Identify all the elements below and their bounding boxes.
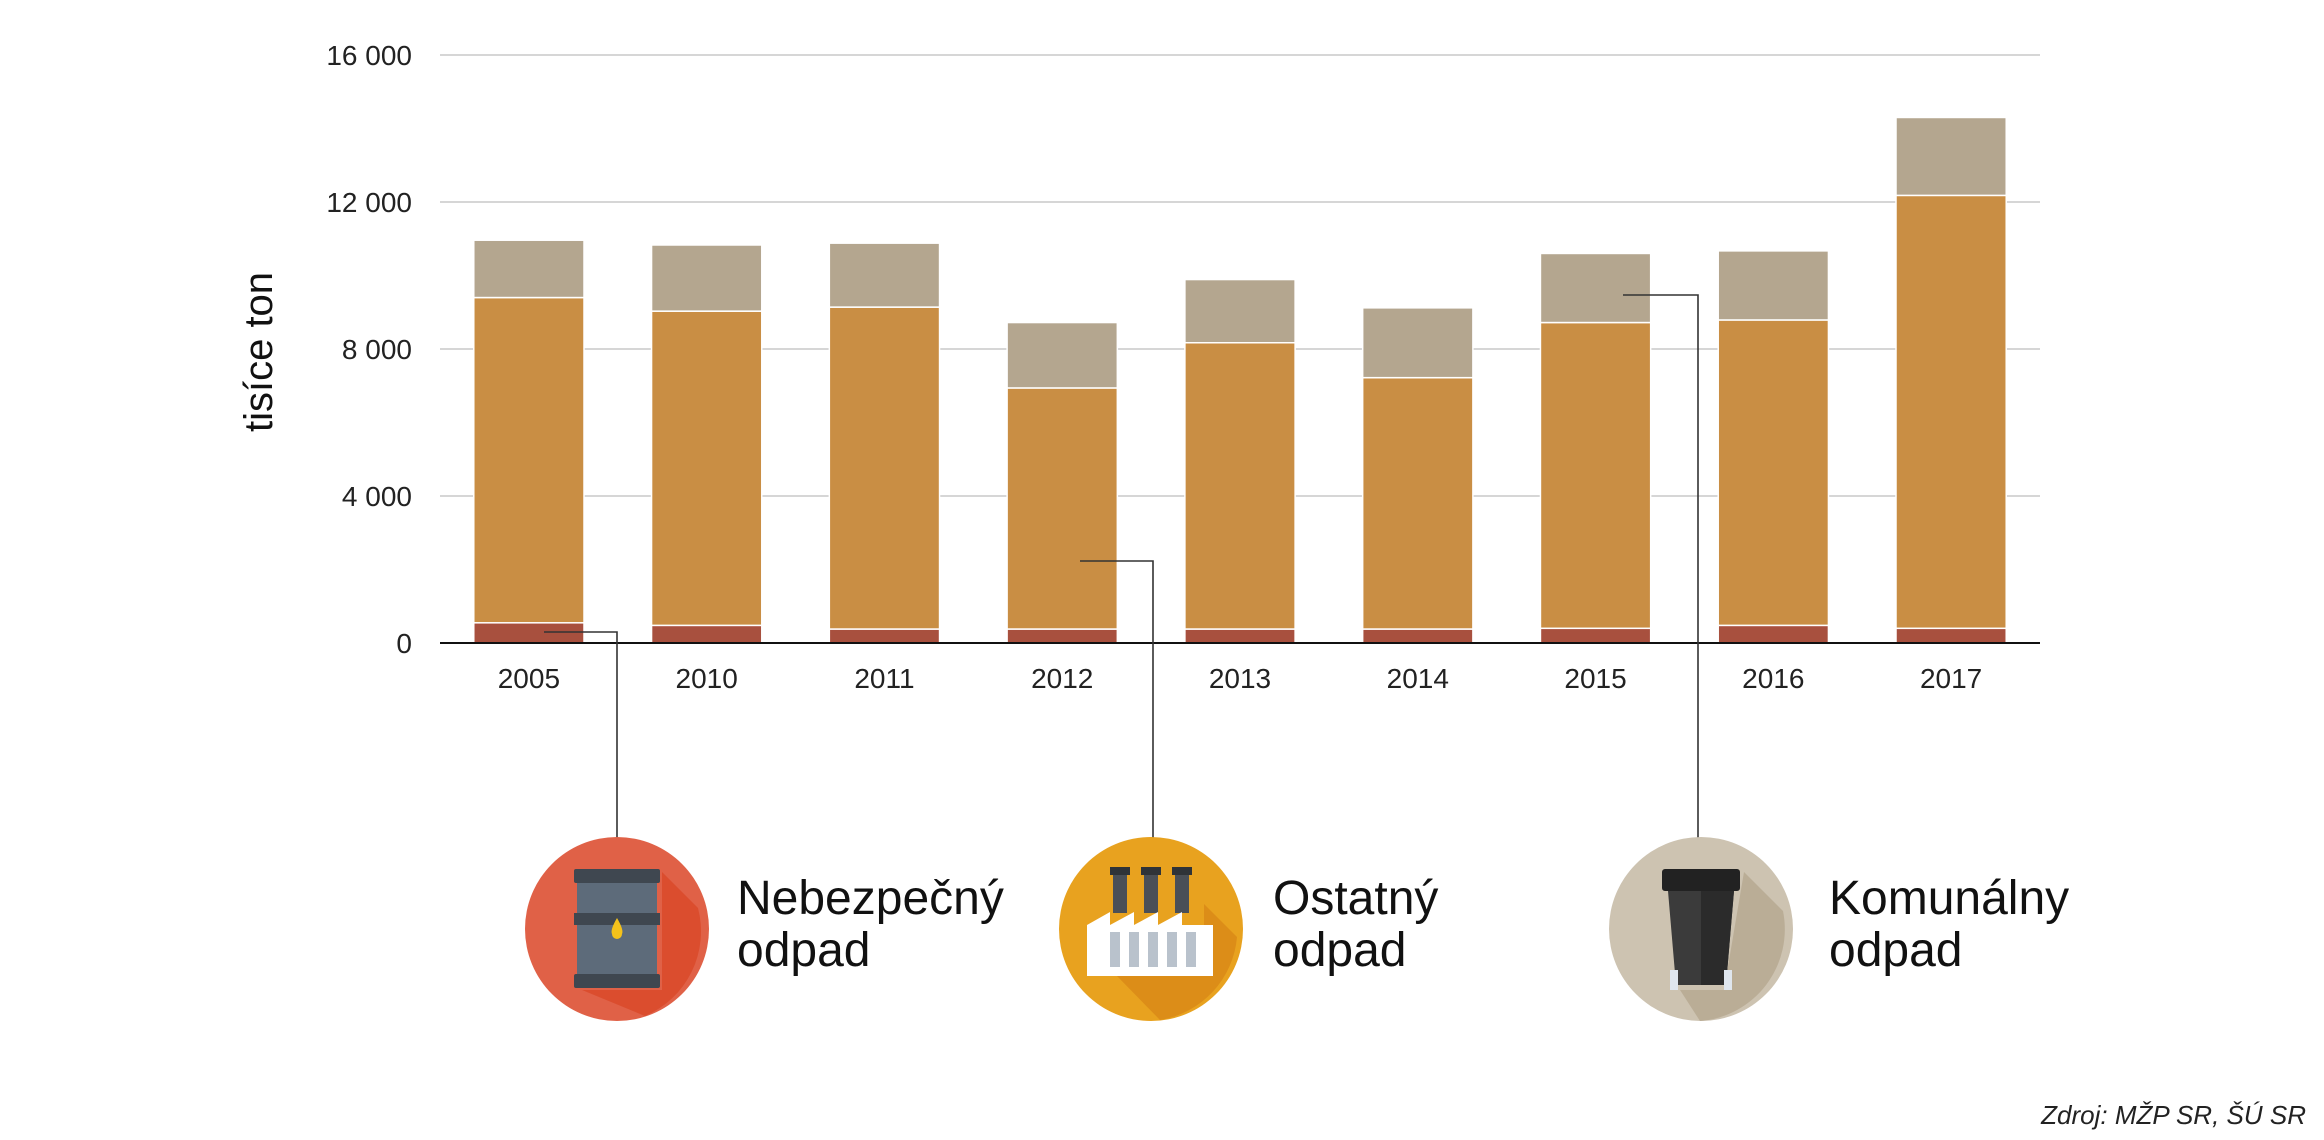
bar-segment-2005-1: [473, 622, 585, 644]
source-note: Zdroj: MŽP SR, ŠÚ SR: [2040, 1100, 2306, 1130]
bar-segment-2016-3: [1717, 250, 1830, 321]
bars: [473, 116, 2007, 644]
legend-item-other: Ostatný odpad: [1059, 837, 1438, 1021]
bar-segment-2010-1: [650, 624, 763, 644]
bar-segment-2015-2: [1539, 321, 1652, 630]
y-tick-label: 8 000: [342, 334, 412, 365]
bar-segment-2012-3: [1006, 321, 1119, 389]
y-tick-label: 4 000: [342, 481, 412, 512]
bar-segment-2012-2: [1006, 387, 1119, 630]
x-tick-label: 2010: [676, 663, 738, 694]
bar-segment-2010-2: [650, 310, 763, 627]
legend-label-hazardous-2: odpad: [737, 924, 870, 977]
bar-segment-2014-2: [1361, 376, 1474, 630]
trash-bin-icon: [1609, 837, 1793, 1021]
bar-segment-2011-3: [828, 242, 941, 308]
legend-label-other-1: Ostatný: [1273, 872, 1438, 925]
bar-segment-2012-1: [1006, 628, 1119, 644]
bar-segment-2010-3: [650, 244, 763, 312]
bar-segment-2013-3: [1184, 278, 1296, 344]
x-axis-ticks: 2005 2010 2011 2012 2013 2014 2015 2016 2017: [498, 663, 1983, 694]
legend-label-hazardous-1: Nebezpečný: [737, 872, 1004, 925]
legend-label-municipal-2: odpad: [1829, 924, 1962, 977]
bar-segment-2014-3: [1361, 307, 1474, 379]
x-tick-label: 2005: [498, 663, 560, 694]
bar-segment-2005-3: [473, 239, 585, 299]
factory-icon: [1059, 837, 1243, 1021]
bar-segment-2013-2: [1184, 342, 1296, 630]
x-tick-label: 2014: [1387, 663, 1449, 694]
bar-segment-2015-1: [1539, 627, 1652, 644]
bar-segment-2005-2: [473, 296, 585, 624]
legend-label-other-2: odpad: [1273, 924, 1406, 977]
y-tick-label: 12 000: [326, 187, 412, 218]
leader-line-municipal: [1623, 294, 1699, 838]
legend-label-municipal-1: Komunálny: [1829, 872, 2069, 925]
x-tick-label: 2016: [1742, 663, 1804, 694]
leader-line-other: [1080, 560, 1154, 838]
bar-segment-2017-3: [1895, 116, 2007, 197]
bar-segment-2016-1: [1717, 624, 1830, 644]
bar-segment-2015-3: [1539, 252, 1652, 324]
y-axis-label: tisíce ton: [237, 272, 281, 432]
x-tick-label: 2017: [1920, 663, 1982, 694]
x-tick-label: 2015: [1564, 663, 1626, 694]
leader-lines: [544, 294, 1699, 838]
x-tick-label: 2011: [854, 663, 914, 694]
oil-barrel-icon: [525, 837, 709, 1021]
bar-segment-2013-1: [1184, 628, 1296, 644]
y-tick-label: 0: [396, 628, 412, 659]
bar-segment-2011-1: [828, 628, 941, 644]
y-tick-label: 16 000: [326, 40, 412, 71]
bar-segment-2017-2: [1895, 194, 2007, 630]
bar-segment-2016-2: [1717, 319, 1830, 627]
legend-item-hazardous: Nebezpečný odpad: [525, 837, 1004, 1021]
leader-line-hazardous: [544, 631, 618, 838]
x-tick-label: 2013: [1209, 663, 1271, 694]
legend-item-municipal: Komunálny odpad: [1609, 837, 2069, 1021]
y-axis-ticks: 0 4 000 8 000 12 000 16 000: [326, 40, 412, 659]
bar-segment-2014-1: [1361, 628, 1474, 644]
x-tick-label: 2012: [1031, 663, 1093, 694]
bar-segment-2017-1: [1895, 627, 2007, 644]
bar-segment-2011-2: [828, 306, 941, 630]
